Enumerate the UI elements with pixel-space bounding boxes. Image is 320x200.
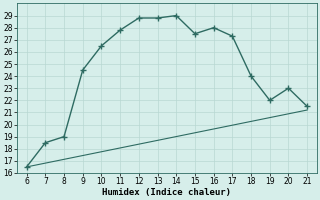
X-axis label: Humidex (Indice chaleur): Humidex (Indice chaleur) [102,188,231,197]
